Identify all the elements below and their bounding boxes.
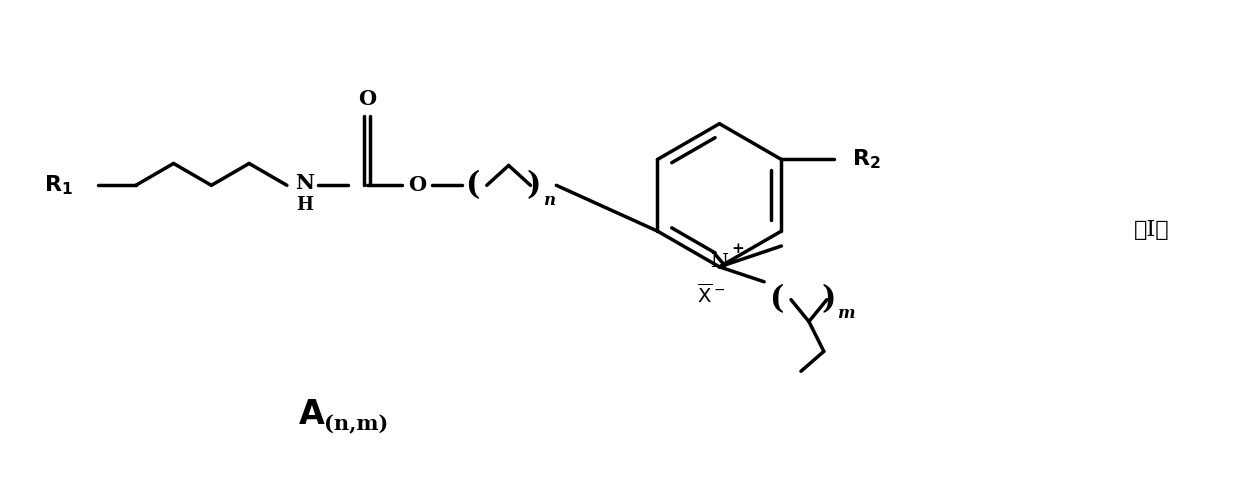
Text: m: m (837, 305, 854, 322)
Text: O: O (358, 89, 377, 109)
Text: O: O (408, 175, 427, 195)
Text: N: N (711, 253, 728, 271)
Text: ): ) (822, 284, 836, 315)
Text: ): ) (526, 170, 541, 201)
Text: H: H (296, 196, 314, 214)
Text: $\overline{\mathrm{X}}^-$: $\overline{\mathrm{X}}^-$ (697, 283, 725, 307)
Text: $\mathbf{R_2}$: $\mathbf{R_2}$ (852, 148, 880, 171)
Text: (n,m): (n,m) (325, 414, 388, 434)
Text: （I）: （I） (1135, 219, 1169, 241)
Text: (: ( (769, 284, 784, 315)
Text: $\mathbf{R_1}$: $\mathbf{R_1}$ (43, 174, 73, 197)
Text: $\mathbf{A}$: $\mathbf{A}$ (298, 398, 326, 431)
Text: N: N (295, 174, 315, 193)
Text: n: n (543, 192, 556, 209)
Text: (: ( (465, 170, 479, 201)
Text: +: + (730, 242, 744, 256)
